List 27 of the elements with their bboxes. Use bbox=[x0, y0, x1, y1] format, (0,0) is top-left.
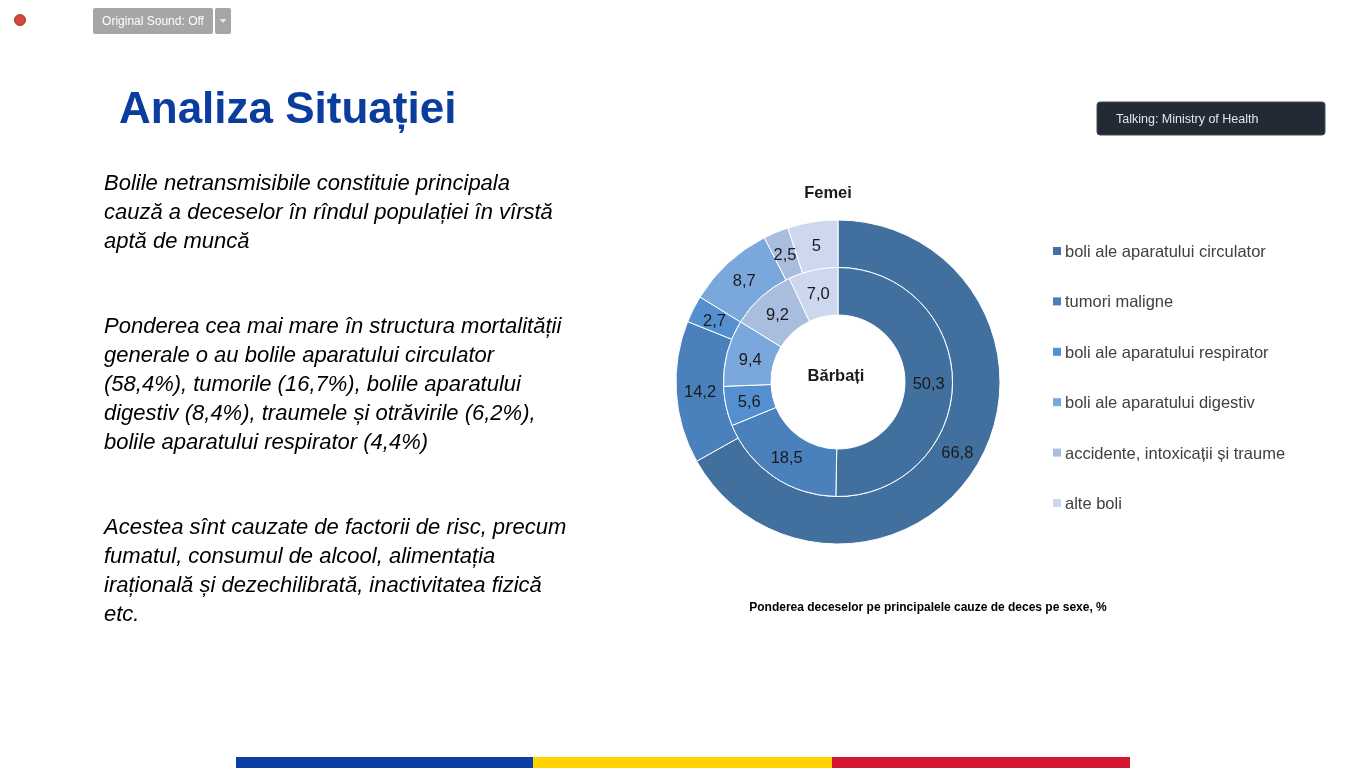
slice-label: Femei bbox=[804, 183, 852, 201]
text: Original Sound: Off bbox=[102, 14, 205, 28]
data-label: 8,7 bbox=[732, 271, 756, 290]
data-label: 2,5 bbox=[773, 245, 797, 264]
text: Ponderea deceselor pe principalele cauze de deces pe sexe, % bbox=[749, 600, 1108, 614]
data-label: 2,7 bbox=[703, 310, 727, 329]
text: Ponderea cea mai mare în structura mortalității generale o au bolile aparatului circulator (58,4%), tumorile (16,7%), bolile aparatului digestiv (8,4%), traumele și otrăvirile (6,2%), bolile aparatului respirator (4,4%) bbox=[104, 312, 562, 456]
legend-label: boli ale aparatului circulator bbox=[1065, 242, 1267, 260]
data-label: 5,6 bbox=[737, 392, 761, 411]
data-label: 7,0 bbox=[806, 284, 830, 303]
legend-label: boli ale aparatului respirator bbox=[1065, 342, 1270, 361]
legend-label: boli ale aparatului digestiv bbox=[1065, 393, 1256, 412]
text: Bolile netransmisibile constituie principala cauză a deceselor în rîndul populației în vîrstă aptă de muncă bbox=[104, 169, 553, 255]
data-label: 18,5 bbox=[770, 447, 803, 466]
text: Acestea sînt cauzate de factorii de risc, precum fumatul, consumul de alcool, alimentația irațională și dezechilibrată, inactivitatea fizică etc. bbox=[104, 513, 567, 628]
data-label: 50,3 bbox=[912, 373, 945, 392]
slice-label: Bărbați bbox=[807, 366, 865, 384]
data-label: 5 bbox=[811, 236, 821, 255]
legend-label: accidente, intoxicații și traume bbox=[1065, 443, 1286, 462]
data-label: 66,8 bbox=[941, 442, 974, 461]
legend-label: tumori maligne bbox=[1065, 292, 1174, 311]
data-label: 9,4 bbox=[738, 349, 762, 368]
text: Talking: Ministry of Health bbox=[1116, 111, 1259, 126]
data-label: 9,2 bbox=[766, 305, 790, 324]
text: Analiza Situației bbox=[119, 83, 457, 133]
data-label: 14,2 bbox=[683, 381, 717, 400]
legend-label: alte boli bbox=[1065, 494, 1122, 512]
